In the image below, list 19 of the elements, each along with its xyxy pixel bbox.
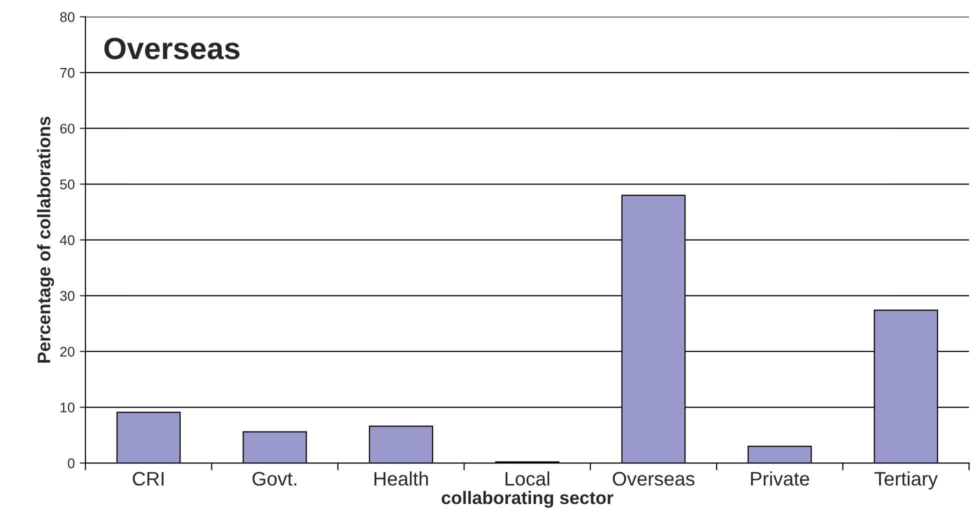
- x-tick-label: Overseas: [612, 472, 694, 486]
- y-tick-label: 0: [68, 458, 74, 468]
- y-tick-label: 30: [60, 291, 74, 301]
- y-tick-label: 70: [60, 68, 74, 78]
- x-tick-label: Health: [374, 471, 428, 486]
- y-tick-label: 50: [60, 179, 74, 190]
- y-axis-title: Percentage of collaborations: [37, 116, 54, 363]
- y-tick-label: 60: [60, 124, 74, 134]
- y-tick-label: 40: [60, 235, 74, 246]
- y-tick-label: 20: [60, 346, 74, 357]
- y-tick-label: 80: [60, 12, 74, 22]
- x-tick-label: Local: [506, 471, 550, 486]
- x-tick-label: CRI: [132, 472, 164, 486]
- text: Overseas: [104, 38, 240, 60]
- x-axis-title: collaborating sector: [442, 490, 614, 508]
- x-tick-label: Private: [751, 471, 810, 486]
- y-tick-label: 10: [60, 402, 74, 412]
- x-tick-label: Tertiary: [874, 471, 938, 490]
- x-tick-label: Govt.: [252, 472, 296, 486]
